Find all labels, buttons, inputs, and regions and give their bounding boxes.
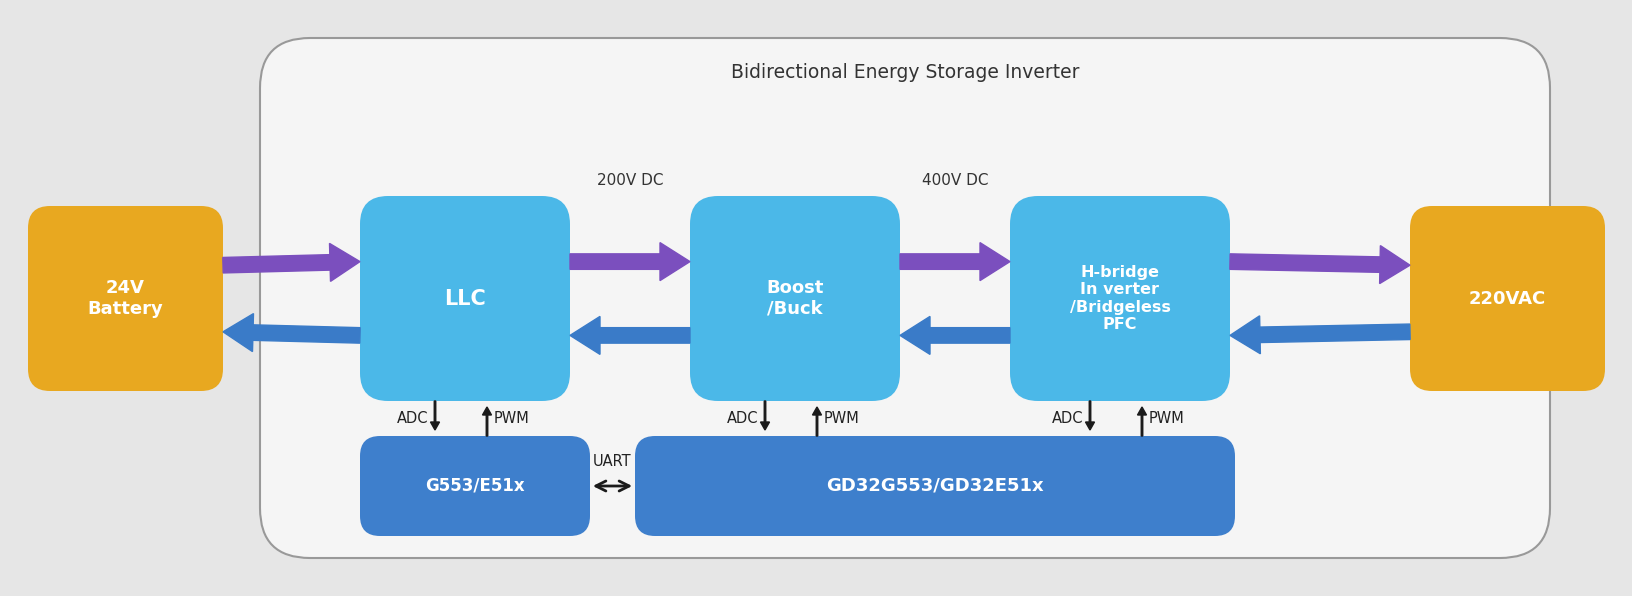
FancyArrow shape xyxy=(761,401,770,430)
Text: Boost
/Buck: Boost /Buck xyxy=(767,279,824,318)
Text: H-bridge
In verter
/Bridgeless
PFC: H-bridge In verter /Bridgeless PFC xyxy=(1069,265,1170,332)
FancyArrow shape xyxy=(570,316,690,355)
FancyArrow shape xyxy=(431,401,439,430)
Text: 400V DC: 400V DC xyxy=(922,173,989,188)
FancyArrow shape xyxy=(483,407,491,436)
Text: PWM: PWM xyxy=(824,411,860,426)
FancyBboxPatch shape xyxy=(361,196,570,401)
Text: Bidirectional Energy Storage Inverter: Bidirectional Energy Storage Inverter xyxy=(731,64,1079,82)
FancyArrow shape xyxy=(1231,246,1410,284)
FancyBboxPatch shape xyxy=(690,196,899,401)
Text: PWM: PWM xyxy=(494,411,530,426)
FancyArrow shape xyxy=(1085,401,1095,430)
FancyArrow shape xyxy=(224,313,361,352)
Text: ADC: ADC xyxy=(1051,411,1084,426)
Text: 200V DC: 200V DC xyxy=(597,173,663,188)
FancyBboxPatch shape xyxy=(1010,196,1231,401)
FancyBboxPatch shape xyxy=(1410,206,1604,391)
FancyArrow shape xyxy=(813,407,821,436)
FancyArrow shape xyxy=(224,243,361,281)
Text: G553/E51x: G553/E51x xyxy=(426,477,526,495)
FancyArrow shape xyxy=(899,243,1010,281)
FancyArrow shape xyxy=(1138,407,1147,436)
Text: UART: UART xyxy=(592,454,632,469)
Text: 220VAC: 220VAC xyxy=(1469,290,1546,308)
Text: GD32G553/GD32E51x: GD32G553/GD32E51x xyxy=(826,477,1044,495)
FancyBboxPatch shape xyxy=(361,436,591,536)
Text: LLC: LLC xyxy=(444,288,486,309)
FancyArrow shape xyxy=(570,243,690,281)
Text: PWM: PWM xyxy=(1149,411,1185,426)
FancyArrow shape xyxy=(1231,316,1410,354)
Text: ADC: ADC xyxy=(726,411,757,426)
FancyBboxPatch shape xyxy=(28,206,224,391)
FancyBboxPatch shape xyxy=(635,436,1235,536)
Text: 24V
Battery: 24V Battery xyxy=(88,279,163,318)
FancyArrow shape xyxy=(899,316,1010,355)
Text: ADC: ADC xyxy=(397,411,428,426)
FancyBboxPatch shape xyxy=(259,38,1550,558)
